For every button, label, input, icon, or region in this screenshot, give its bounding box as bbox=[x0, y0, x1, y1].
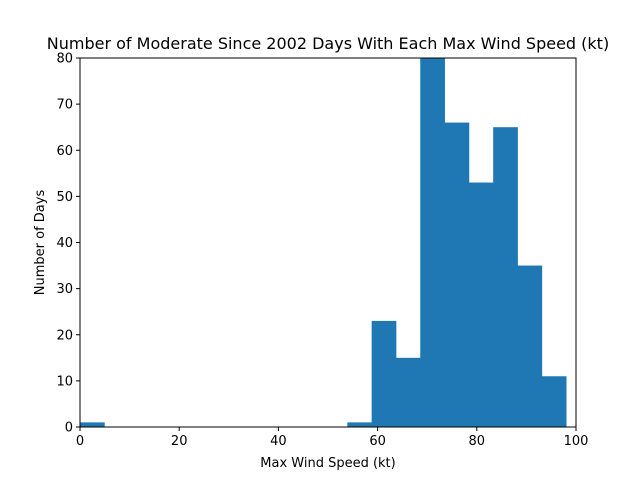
histogram-bar bbox=[444, 122, 470, 427]
y-tick-label: 30 bbox=[56, 282, 73, 297]
x-tick-label: 100 bbox=[564, 434, 589, 449]
y-tick-label: 40 bbox=[56, 236, 73, 251]
x-axis-label: Max Wind Speed (kt) bbox=[260, 456, 395, 471]
histogram-bar bbox=[468, 182, 494, 427]
x-axis-ticks: 0 20 40 60 80 100 bbox=[76, 427, 589, 449]
chart-title: Number of Moderate Since 2002 Days With … bbox=[47, 34, 609, 53]
histogram-bar bbox=[80, 422, 105, 427]
y-tick-label: 50 bbox=[56, 190, 73, 205]
histogram-bar bbox=[420, 58, 445, 427]
histogram-bar bbox=[517, 265, 543, 427]
histogram-bar bbox=[395, 357, 421, 427]
bars-group bbox=[80, 58, 567, 427]
x-tick-label: 60 bbox=[369, 434, 386, 449]
y-tick-label: 20 bbox=[56, 328, 73, 343]
y-tick-label: 80 bbox=[56, 52, 73, 67]
y-axis-ticks: 0 10 20 30 40 50 60 70 80 bbox=[56, 52, 80, 436]
x-tick-label: 80 bbox=[469, 434, 486, 449]
y-axis-label: Number of Days bbox=[33, 190, 48, 296]
y-tick-label: 60 bbox=[56, 144, 73, 159]
histogram-bar bbox=[371, 320, 397, 427]
x-tick-label: 40 bbox=[270, 434, 287, 449]
y-tick-label: 0 bbox=[65, 421, 73, 436]
x-tick-label: 20 bbox=[171, 434, 188, 449]
y-tick-label: 10 bbox=[56, 374, 73, 389]
histogram-bar bbox=[493, 127, 518, 427]
histogram-bar bbox=[347, 422, 373, 427]
histogram-bar bbox=[541, 376, 567, 427]
x-tick-label: 0 bbox=[76, 434, 84, 449]
y-tick-label: 70 bbox=[56, 98, 73, 113]
